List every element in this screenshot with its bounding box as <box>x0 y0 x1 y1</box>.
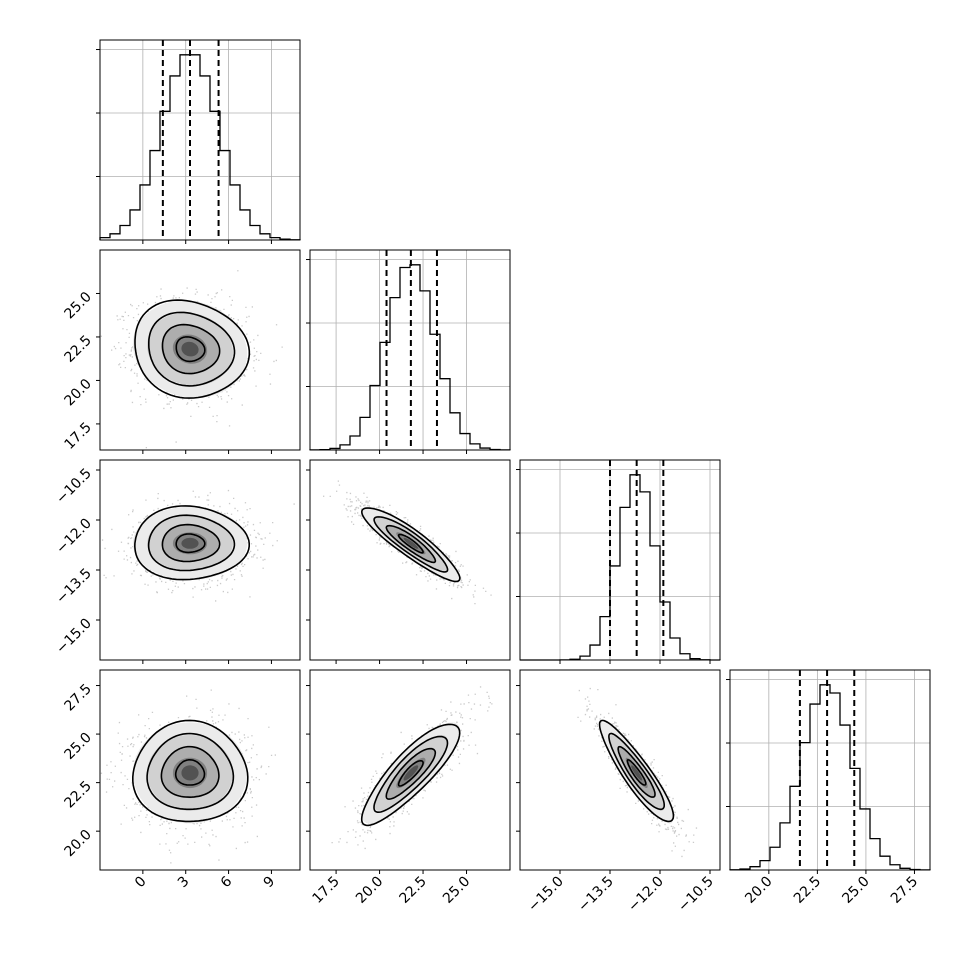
x-tick-label: 20.0 <box>742 874 775 907</box>
x-tick-label: 9 <box>261 874 279 892</box>
contour-1 <box>385 524 437 564</box>
density-shade <box>181 341 199 357</box>
contour-2 <box>147 514 236 572</box>
x-tick-label: −10.5 <box>675 874 717 916</box>
density-shade <box>403 537 419 549</box>
scatter-points <box>101 489 295 602</box>
panel-frame <box>99 39 301 241</box>
scatter-panel-1-0 <box>96 249 301 454</box>
y-tick-label: 20.0 <box>61 827 94 860</box>
contour-0 <box>175 533 206 554</box>
contour-0 <box>397 533 424 554</box>
x-tick-label: 22.5 <box>397 874 430 907</box>
histogram-panel-0 <box>96 39 301 244</box>
density-shade <box>181 765 199 781</box>
x-tick-label: 20.0 <box>353 874 386 907</box>
x-tick-label: 3 <box>175 874 193 892</box>
y-tick-label: 27.5 <box>61 681 94 714</box>
contour-1 <box>617 745 656 798</box>
x-tick-label: −15.0 <box>525 874 567 916</box>
histogram-step-1 <box>309 264 511 451</box>
scatter-panel-3-2 <box>516 669 721 874</box>
y-tick-label: 25.0 <box>61 289 94 322</box>
scatter-panel-2-1 <box>306 459 511 664</box>
contour-2 <box>608 732 666 811</box>
y-tick-label: 20.0 <box>61 376 94 409</box>
x-tick-label: 17.5 <box>310 874 343 907</box>
contour-1 <box>161 323 221 375</box>
histogram-step-0 <box>99 54 301 241</box>
panel-frame <box>309 669 511 871</box>
scatter-panel-2-0 <box>96 459 301 664</box>
contour-0 <box>174 758 206 786</box>
x-tick-label: −13.5 <box>575 874 617 916</box>
histogram-panel-3 <box>726 669 931 874</box>
y-tick-label: −15.0 <box>53 616 95 658</box>
panel-frame <box>519 669 721 871</box>
x-tick-label: −12.0 <box>625 874 667 916</box>
contour-1 <box>161 523 221 563</box>
panel-frame <box>99 669 301 871</box>
contour-2 <box>373 735 449 814</box>
x-tick-label: 22.5 <box>791 874 824 907</box>
histogram-step-3 <box>729 684 931 871</box>
contour-3 <box>598 719 675 823</box>
density-shade <box>631 765 643 781</box>
contour-2 <box>146 732 235 811</box>
histogram-step-2 <box>520 474 721 661</box>
contour-0 <box>626 758 647 786</box>
contour-0 <box>397 759 424 787</box>
y-tick-label: −10.5 <box>53 466 95 508</box>
contour-3 <box>133 505 250 581</box>
density-shade <box>403 765 419 781</box>
x-tick-label: 25.0 <box>839 874 872 907</box>
y-tick-label: 22.5 <box>61 778 94 811</box>
x-tick-label: 0 <box>132 874 150 892</box>
panel-frame <box>99 459 301 661</box>
scatter-panel-3-0 <box>96 669 301 874</box>
density-shade <box>181 537 199 549</box>
contour-1 <box>385 747 437 800</box>
contour-2 <box>148 311 236 387</box>
y-tick-label: 22.5 <box>61 332 94 365</box>
panel-frame <box>519 459 721 661</box>
histogram-panel-1 <box>306 249 511 454</box>
panel-frame <box>309 249 511 451</box>
contour-3 <box>360 723 461 827</box>
x-tick-label: 27.5 <box>888 874 921 907</box>
contour-3 <box>360 507 461 583</box>
contour-1 <box>160 745 220 799</box>
panel-frame <box>729 669 931 871</box>
contour-2 <box>373 516 449 573</box>
x-tick-label: 25.0 <box>440 874 473 907</box>
y-tick-label: 17.5 <box>61 419 94 452</box>
contour-3 <box>134 299 251 399</box>
contour-0 <box>175 336 206 363</box>
y-tick-label: −12.0 <box>53 516 95 558</box>
y-tick-label: 25.0 <box>61 730 94 763</box>
panel-frame <box>99 249 301 451</box>
panel-frame <box>309 459 511 661</box>
scatter-panel-3-1 <box>306 669 511 874</box>
x-tick-label: 6 <box>218 873 236 891</box>
y-tick-label: −13.5 <box>53 566 95 608</box>
contour-3 <box>132 719 249 823</box>
histogram-panel-2 <box>516 459 721 664</box>
